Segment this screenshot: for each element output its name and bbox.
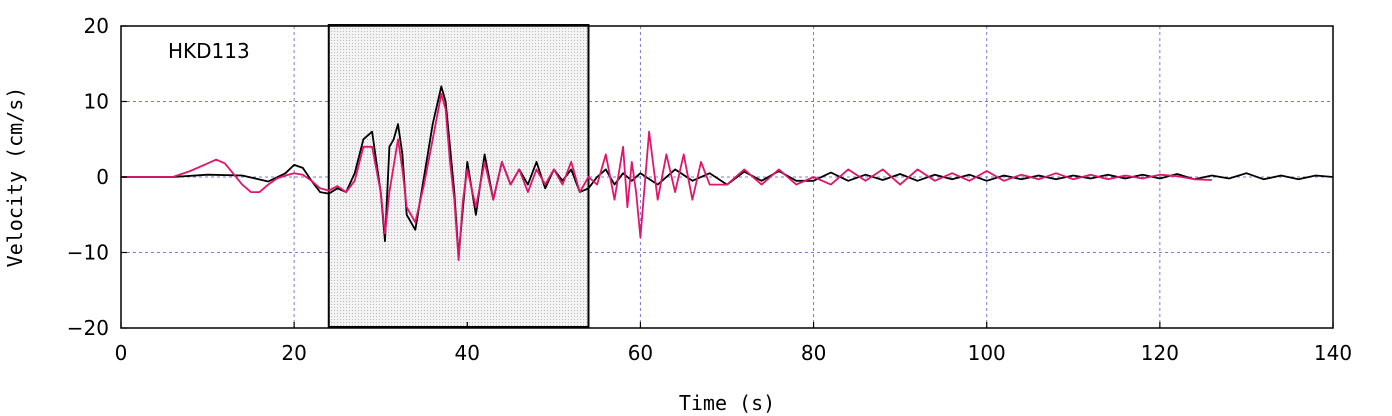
series-layer [121, 85, 1334, 261]
x-tick-label: 140 [1314, 341, 1352, 365]
y-tick-label: 20 [84, 14, 109, 38]
x-axis-label: Time (s) [679, 391, 775, 415]
x-tick-label: 100 [968, 341, 1006, 365]
y-axis-label: Velocity (cm/s) [3, 87, 27, 268]
highlight-window [327, 24, 590, 328]
y-tick-label: 0 [96, 165, 109, 189]
x-tick-label: 0 [115, 341, 128, 365]
y-tick-label: 10 [84, 90, 109, 114]
x-tick-label: 20 [281, 341, 306, 365]
highlight-window-layer [327, 24, 590, 328]
x-tick-label: 120 [1141, 341, 1179, 365]
x-tick-label: 60 [628, 341, 653, 365]
y-tick-label: −10 [67, 241, 109, 265]
station-label: HKD113 [168, 39, 250, 63]
series-line-1 [121, 93, 1212, 261]
series-line-0 [121, 85, 1334, 258]
y-tick-label: −20 [67, 316, 109, 340]
x-tick-label: 80 [801, 341, 826, 365]
x-tick-label: 40 [455, 341, 480, 365]
